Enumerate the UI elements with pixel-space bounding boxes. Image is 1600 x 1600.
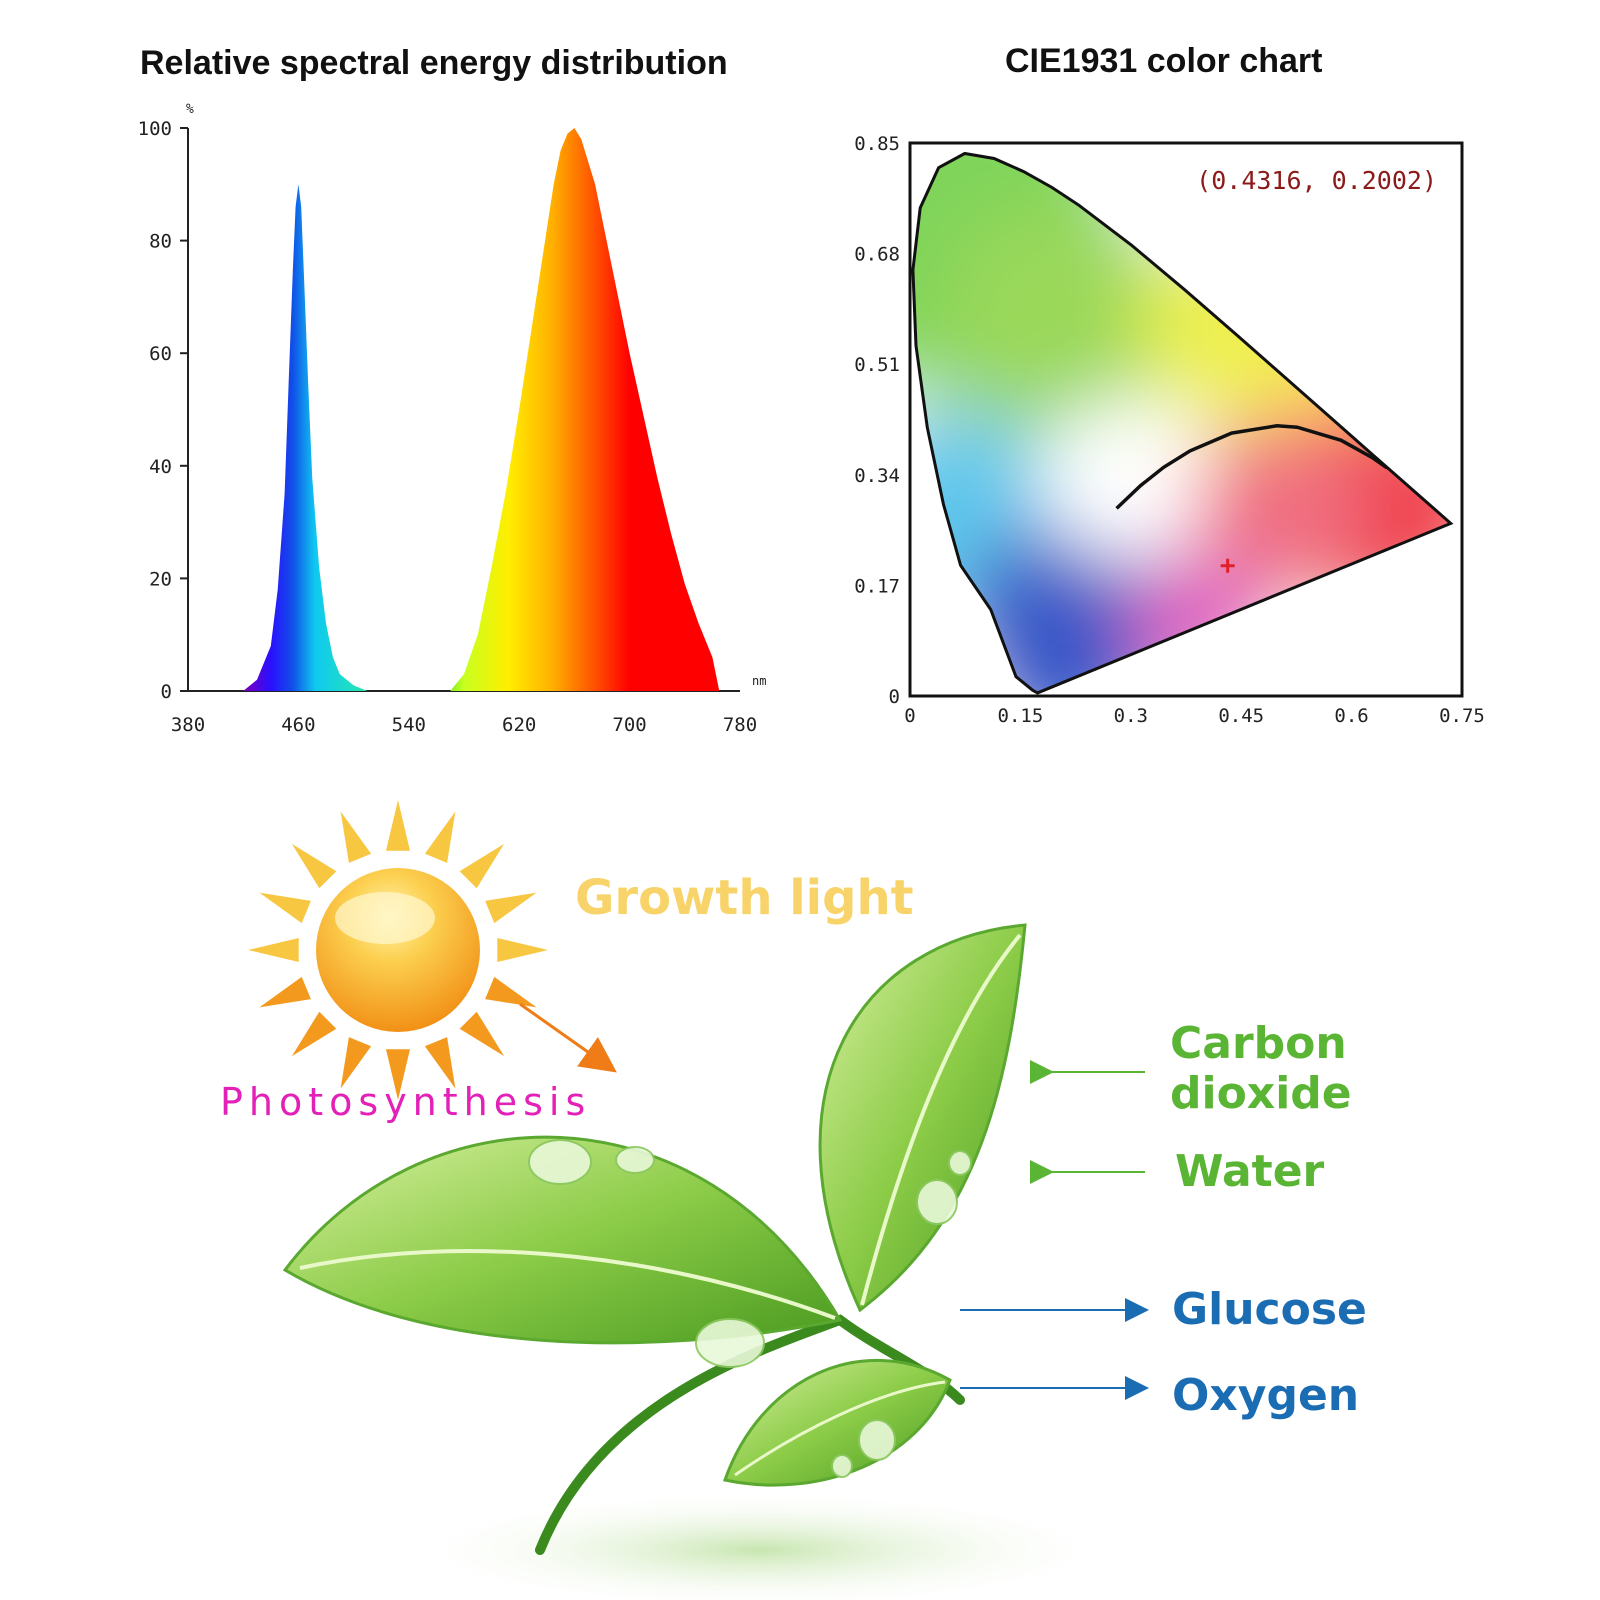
sun-ray [340, 811, 372, 863]
sun-ray [259, 892, 311, 924]
cie-chart: (0.4316, 0.2002) 0 0.15 0.3 0.45 0.6 0.75 0 0.1… [854, 133, 1485, 727]
spectral-y-tick-label: 20 [149, 568, 172, 590]
cie-y-tick-label: 0.51 [854, 354, 900, 376]
spectral-peak-area [450, 128, 720, 691]
spectral-x-unit: nm [752, 674, 766, 688]
spectral-y-unit: % [186, 102, 194, 117]
spectral-x-tick-label: 460 [281, 714, 315, 736]
sun-icon [316, 868, 480, 1032]
cie-annotation: (0.4316, 0.2002) [1196, 166, 1437, 195]
leaf-lower [723, 1358, 952, 1487]
photosynthesis-label: Photosynthesis [220, 1080, 592, 1124]
water-drops [528, 1139, 972, 1478]
carbon-label-line1: Carbon [1170, 1018, 1347, 1069]
spectral-y-tick-label: 80 [149, 231, 172, 253]
sun-ray [485, 976, 537, 1008]
cie-planckian-locus [1115, 424, 1389, 510]
carbon-label-line2: dioxide [1170, 1068, 1352, 1119]
spectral-y-tick-label: 0 [161, 681, 172, 703]
cie-y-tick-label: 0.17 [854, 575, 900, 597]
photosynthesis-illustration [248, 800, 1149, 1600]
cie-x-tick-label: 0 [904, 705, 915, 727]
spectral-x-tick-label: 540 [392, 714, 426, 736]
leaf-left [282, 1135, 843, 1345]
cie-color-gamut [912, 153, 1451, 693]
sun-ray [497, 938, 548, 962]
cie-x-tick-label: 0.6 [1334, 705, 1368, 727]
sun-ray [386, 800, 410, 851]
sun-ray [340, 1037, 372, 1089]
glucose-label: Glucose [1172, 1284, 1367, 1335]
spectral-x-tick-label: 780 [723, 714, 757, 736]
sun-ray [291, 843, 337, 889]
spectral-x-tick-label: 380 [171, 714, 205, 736]
cie-y-tick-label: 0 [889, 686, 900, 708]
sun-ray [248, 938, 299, 962]
sun-ray [485, 892, 537, 924]
cie-plot-frame [908, 141, 1464, 698]
spectral-x-tick-label: 620 [502, 714, 536, 736]
spectral-y-tick-label: 100 [138, 118, 172, 140]
sun-ray [291, 1011, 337, 1057]
cie-x-tick-label: 0.75 [1439, 705, 1485, 727]
spectral-chart-title: Relative spectral energy distribution [140, 44, 728, 82]
cie-x-tick-label: 0.15 [998, 705, 1044, 727]
sun-ray [259, 976, 311, 1008]
sun-arrow [519, 1002, 617, 1073]
spectral-y-tick-label: 60 [149, 343, 172, 365]
sun-ray [386, 1049, 410, 1100]
cie-x-tick-label: 0.3 [1114, 705, 1148, 727]
spectral-peak-area [243, 184, 368, 692]
oxygen-label: Oxygen [1172, 1370, 1360, 1421]
sun-ray [459, 843, 505, 889]
spectral-x-tick-label: 700 [612, 714, 646, 736]
cie-y-tick-label: 0.85 [854, 133, 900, 155]
sun-ray [459, 1011, 505, 1057]
cie-y-tick-label: 0.34 [854, 465, 900, 487]
cie-x-tick-label: 0.45 [1218, 705, 1264, 727]
cie-y-tick-label: 0.68 [854, 244, 900, 266]
spectral-y-tick-label: 40 [149, 456, 172, 478]
sun-ray [424, 811, 456, 863]
cie-point-marker [1220, 558, 1235, 573]
water-label: Water [1175, 1146, 1325, 1197]
leaf-upper [818, 923, 1027, 1313]
growth-light-label: Growth light [575, 870, 914, 926]
sun-rays [248, 800, 548, 1100]
sun-ray [424, 1037, 456, 1089]
cie-chart-title: CIE1931 color chart [1005, 42, 1323, 80]
spectral-chart: % nm 380 460 540 620 700 780 0 20 40 60 80 100 [138, 102, 767, 736]
